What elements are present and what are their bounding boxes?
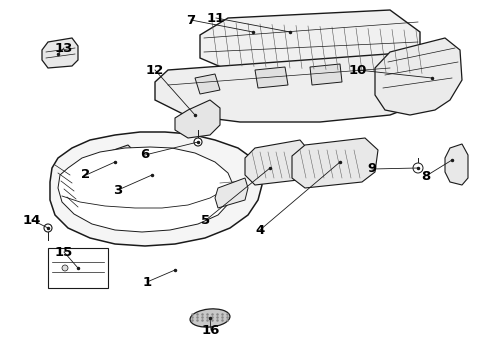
Text: 16: 16 xyxy=(202,324,220,337)
Polygon shape xyxy=(140,162,175,188)
Text: 13: 13 xyxy=(55,41,73,54)
Polygon shape xyxy=(58,147,234,232)
Polygon shape xyxy=(292,138,378,188)
Polygon shape xyxy=(175,100,220,138)
Polygon shape xyxy=(445,144,468,185)
Polygon shape xyxy=(245,140,310,185)
Text: 2: 2 xyxy=(81,168,91,181)
Circle shape xyxy=(44,224,52,232)
Polygon shape xyxy=(375,38,462,115)
Text: 5: 5 xyxy=(201,213,211,226)
Polygon shape xyxy=(48,248,108,288)
Text: 11: 11 xyxy=(207,12,225,24)
Text: 9: 9 xyxy=(368,162,376,175)
Text: 10: 10 xyxy=(349,63,367,77)
Text: 7: 7 xyxy=(186,13,196,27)
Text: 15: 15 xyxy=(55,246,73,258)
Polygon shape xyxy=(42,38,78,68)
Text: 6: 6 xyxy=(140,148,149,162)
Polygon shape xyxy=(100,145,138,178)
Text: 12: 12 xyxy=(146,63,164,77)
Text: 8: 8 xyxy=(421,170,431,183)
Ellipse shape xyxy=(190,309,230,327)
Polygon shape xyxy=(385,55,420,80)
Polygon shape xyxy=(155,52,445,122)
Text: 4: 4 xyxy=(255,224,265,237)
Text: 14: 14 xyxy=(23,213,41,226)
Polygon shape xyxy=(200,10,420,70)
Circle shape xyxy=(194,138,202,146)
Polygon shape xyxy=(255,67,288,88)
Polygon shape xyxy=(50,132,262,246)
Circle shape xyxy=(413,163,423,173)
Circle shape xyxy=(62,265,68,271)
Polygon shape xyxy=(195,74,220,94)
Text: 3: 3 xyxy=(113,184,122,197)
Polygon shape xyxy=(215,178,248,208)
Polygon shape xyxy=(310,64,342,85)
Text: 1: 1 xyxy=(143,275,151,288)
